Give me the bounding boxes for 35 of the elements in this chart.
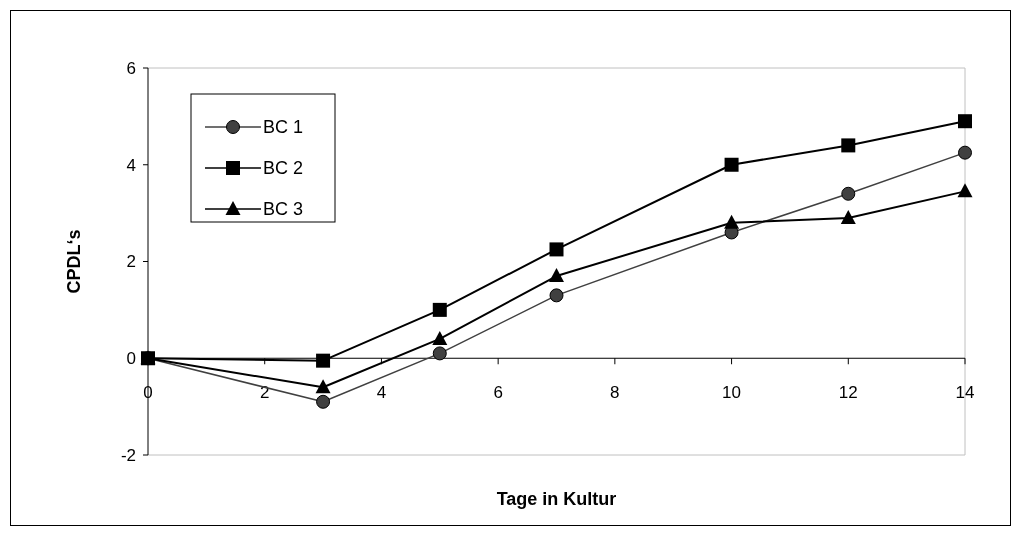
- x-axis-title: Tage in Kultur: [496, 489, 617, 509]
- point: [957, 183, 973, 198]
- x-tick-label: 4: [376, 383, 387, 403]
- x-tick-label: 0: [143, 383, 153, 403]
- point: [958, 145, 972, 160]
- point: [958, 114, 972, 129]
- point: [724, 157, 739, 172]
- point: [316, 394, 331, 409]
- x-tick-label: 14: [955, 383, 975, 403]
- point: [549, 268, 564, 283]
- x-tick-label: 8: [610, 383, 620, 403]
- y-tick-label: -2: [120, 445, 136, 465]
- y-axis-title: CPDL‘s: [64, 229, 84, 294]
- y-tick-label: 0: [126, 349, 136, 369]
- x-tick-label: 6: [493, 383, 503, 403]
- point: [315, 379, 331, 394]
- point: [549, 242, 564, 257]
- y-tick-label: 4: [126, 155, 136, 175]
- y-tick-label: 6: [126, 58, 136, 78]
- point: [549, 288, 564, 303]
- point: [724, 214, 740, 229]
- point: [316, 353, 331, 368]
- point: [841, 186, 856, 201]
- point: [840, 209, 856, 224]
- legend-label: BC 2: [263, 158, 304, 179]
- x-tick-label: 12: [838, 383, 858, 403]
- point: [432, 346, 447, 361]
- legend-label: BC 1: [263, 117, 304, 138]
- point: [432, 330, 448, 345]
- x-tick-label: 10: [722, 383, 742, 403]
- legend-label: BC 3: [263, 199, 304, 220]
- x-tick-label: 2: [259, 383, 270, 403]
- point: [432, 302, 447, 317]
- y-tick-label: 2: [126, 252, 136, 272]
- point: [841, 138, 856, 153]
